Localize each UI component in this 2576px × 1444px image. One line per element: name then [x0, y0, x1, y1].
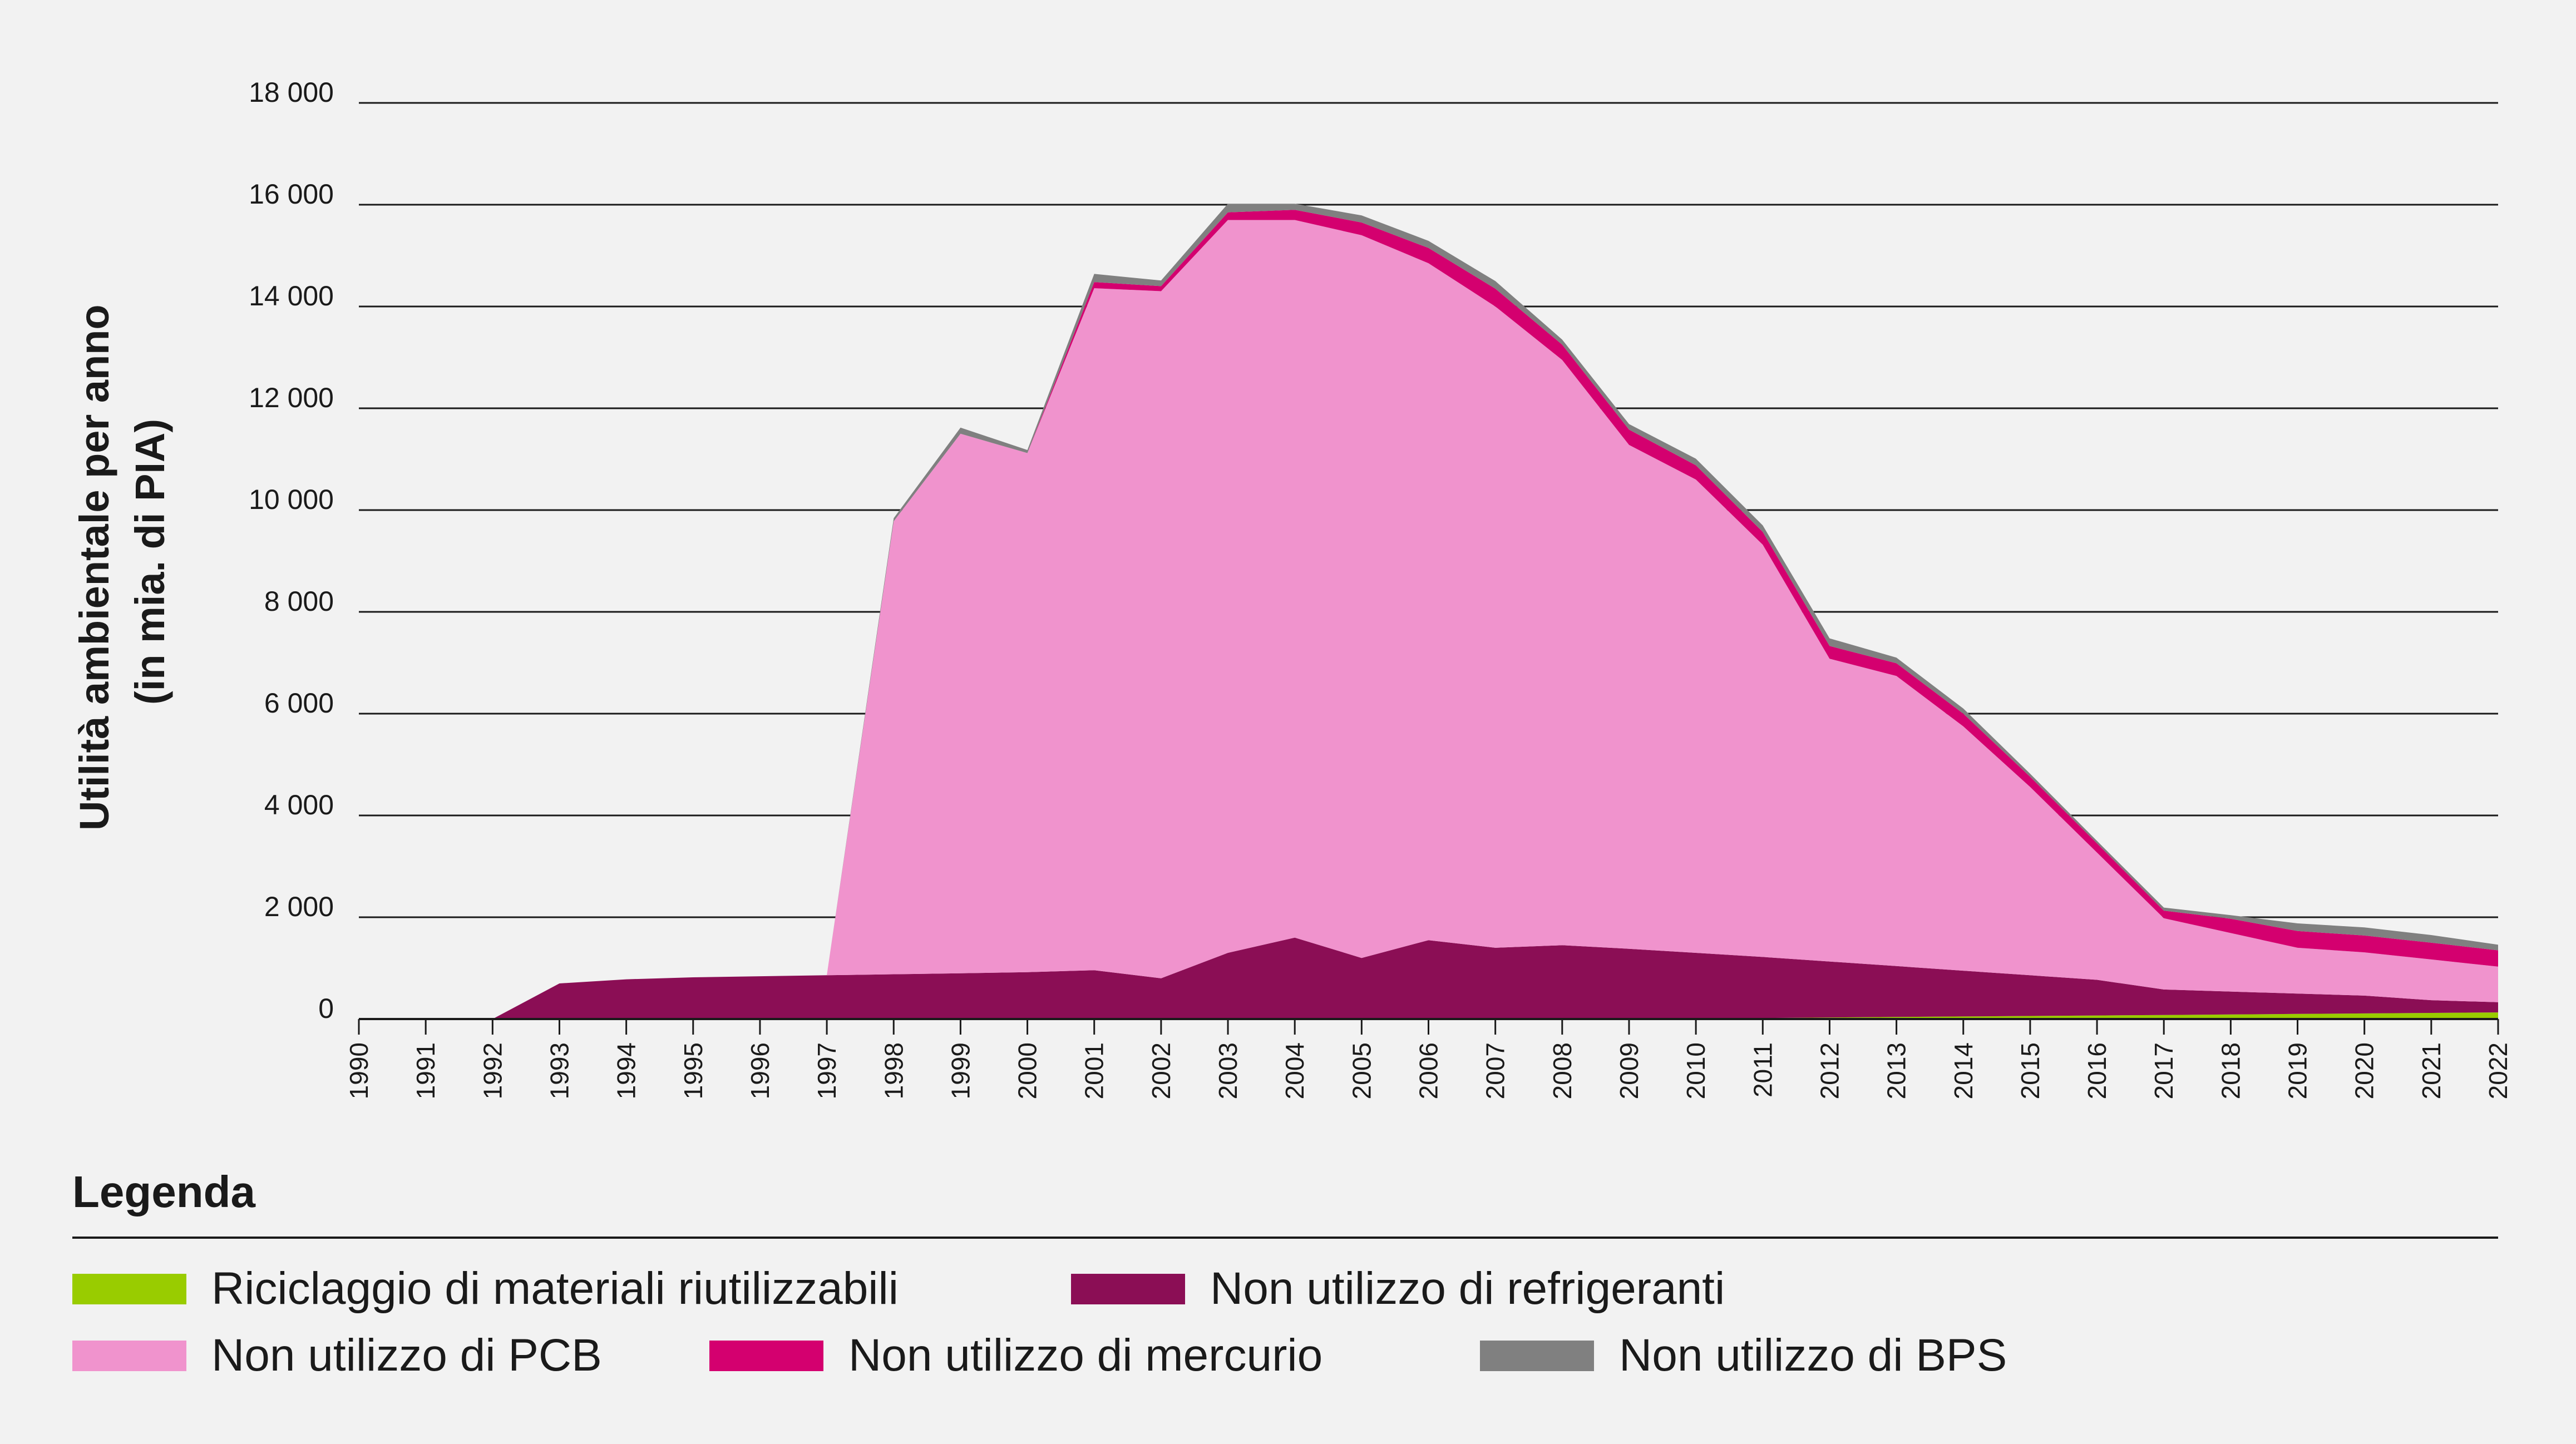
x-tick-label: 1999 — [946, 1042, 975, 1099]
x-tick-label: 1994 — [612, 1042, 641, 1099]
x-tick-label: 2022 — [2484, 1042, 2513, 1099]
x-tick-label: 2008 — [1548, 1042, 1577, 1099]
x-tick-label: 2020 — [2350, 1042, 2379, 1099]
x-tick-label: 2017 — [2149, 1042, 2178, 1099]
area-layer — [359, 204, 2498, 1020]
legend-title: Legenda — [72, 1167, 255, 1216]
x-tick-label: 1997 — [812, 1042, 841, 1099]
x-tick-label: 1992 — [478, 1042, 507, 1099]
x-tick-label: 2019 — [2283, 1042, 2312, 1099]
y-tick-label: 16 000 — [249, 179, 334, 210]
x-tick-label: 1998 — [879, 1042, 908, 1099]
legend-swatch-non-utilizzo-di-mercurio — [709, 1341, 823, 1371]
area-series-riciclaggio-di-materiali-riutilizzabili — [359, 1012, 2498, 1019]
x-tick-label: 2010 — [1681, 1042, 1710, 1099]
legend-label-non-utilizzo-di-mercurio: Non utilizzo di mercurio — [848, 1330, 1322, 1381]
legend-swatch-riciclaggio-di-materiali-riutilizzabili — [72, 1274, 186, 1304]
x-tick-label: 1991 — [411, 1042, 440, 1099]
y-tick-label: 14 000 — [249, 280, 334, 311]
y-tick-labels: 0 2 000 4 000 6 000 8 000 10 000 12 000 14 000 1… — [249, 77, 334, 1024]
x-tick-label: 2002 — [1147, 1042, 1176, 1099]
x-tick-label: 1993 — [545, 1042, 574, 1099]
x-tick-label: 2016 — [2082, 1042, 2111, 1099]
area-series-non-utilizzo-di-refrigeranti — [359, 937, 2498, 1019]
x-tick-label: 2014 — [1949, 1042, 1978, 1099]
legend-label-non-utilizzo-di-pcb: Non utilizzo di PCB — [211, 1330, 602, 1381]
y-tick-label: 8 000 — [264, 586, 334, 617]
area-series-non-utilizzo-di-pcb — [359, 220, 2498, 1019]
y-axis-label-line-2: (in mia. di PIA) — [127, 419, 173, 705]
x-tick-label: 2000 — [1013, 1042, 1042, 1099]
y-tick-label: 6 000 — [264, 688, 334, 719]
x-tick-label: 2005 — [1347, 1042, 1376, 1099]
x-tick-label: 2018 — [2216, 1042, 2245, 1099]
y-axis-label-line-1: Utilità ambientale per anno — [71, 304, 117, 830]
x-tick-label: 2015 — [2016, 1042, 2045, 1099]
x-tick-label: 2001 — [1080, 1042, 1109, 1099]
area-series-non-utilizzo-di-mercurio — [359, 210, 2498, 1020]
x-tick-label: 2004 — [1280, 1042, 1309, 1099]
legend-label-riciclaggio-di-materiali-riutilizzabili: Riciclaggio di materiali riutilizzabili — [211, 1263, 899, 1314]
axis-layer — [358, 1018, 2499, 1035]
y-tick-label: 10 000 — [249, 484, 334, 515]
legend-swatch-non-utilizzo-di-refrigeranti — [1071, 1274, 1185, 1304]
x-tick-label: 2013 — [1882, 1042, 1911, 1099]
x-tick-label: 1990 — [344, 1042, 373, 1099]
y-tick-label: 4 000 — [264, 789, 334, 820]
x-tick-label: 2009 — [1615, 1042, 1644, 1099]
x-tick-labels: 1990 1991 1992 1993 1994 1995 1996 1997 1998 1999… — [344, 1042, 2513, 1099]
x-tick-label: 2003 — [1213, 1042, 1242, 1099]
legend-label-non-utilizzo-di-bps: Non utilizzo di BPS — [1619, 1330, 2007, 1381]
x-tick-label: 2012 — [1815, 1042, 1844, 1099]
legend-label-non-utilizzo-di-refrigeranti: Non utilizzo di refrigeranti — [1210, 1263, 1725, 1314]
y-tick-label: 12 000 — [249, 382, 334, 413]
legend: Riciclaggio di materiali riutilizzabili N… — [72, 1263, 2007, 1381]
x-tick-label: 2006 — [1414, 1042, 1443, 1099]
legend-swatch-non-utilizzo-di-pcb — [72, 1341, 186, 1371]
x-tick-label: 1996 — [746, 1042, 774, 1099]
x-tick-label: 2011 — [1748, 1042, 1777, 1097]
y-tick-label: 0 — [318, 993, 334, 1024]
y-axis-label: Utilità ambientale per anno (in mia. di … — [71, 293, 173, 830]
x-tick-label: 2007 — [1481, 1042, 1510, 1099]
legend-swatch-non-utilizzo-di-bps — [1480, 1341, 1594, 1371]
y-tick-label: 2 000 — [264, 891, 334, 922]
x-tick-label: 2021 — [2417, 1042, 2446, 1099]
y-tick-label: 18 000 — [249, 77, 334, 108]
x-tick-label: 1995 — [679, 1042, 708, 1099]
